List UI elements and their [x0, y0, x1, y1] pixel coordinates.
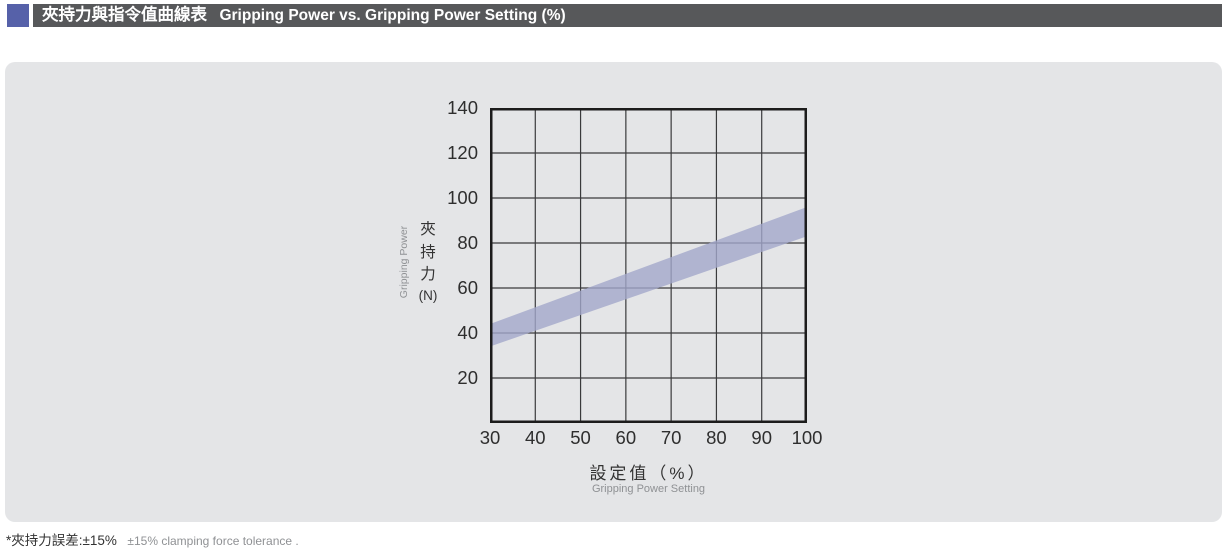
footnote-en: ±15% clamping force tolerance .: [127, 534, 299, 548]
header-accent-square: [7, 4, 29, 27]
x-tick-label: 70: [660, 427, 682, 448]
y-tick-label: 40: [457, 322, 478, 343]
y-tick-label: 80: [457, 232, 478, 253]
y-axis-title-zh: 夾持力: [420, 221, 436, 283]
y-tick-label: 60: [457, 277, 478, 298]
chart-plot-area: [490, 108, 807, 423]
section-title-zh: 夾持力與指令值曲線表: [42, 6, 207, 24]
y-axis-title-en: Gripping Power: [398, 225, 410, 299]
x-tick-label: 60: [615, 427, 637, 448]
section-header: 夾持力與指令值曲線表 Gripping Power vs. Gripping P…: [33, 4, 1222, 27]
y-tick-label: 120: [447, 142, 478, 163]
tolerance-band: [490, 207, 807, 347]
chart-svg: [490, 108, 807, 423]
section-title-en: Gripping Power vs. Gripping Power Settin…: [219, 7, 566, 24]
x-tick-label: 80: [706, 427, 727, 448]
footnote-zh: *夾持力誤差:±15%: [6, 533, 117, 548]
x-tick-label: 100: [791, 427, 823, 448]
x-tick-label: 90: [751, 427, 772, 448]
y-axis-title: 夾持力 (N): [416, 219, 440, 304]
y-tick-label: 140: [447, 97, 478, 118]
x-axis-title-zh: 設定值（%）: [589, 464, 708, 483]
plot-border: [490, 108, 807, 423]
x-axis-title-en: Gripping Power Setting: [591, 483, 706, 495]
x-tick-label: 30: [479, 427, 501, 448]
x-tick-label: 50: [570, 427, 591, 448]
y-axis-unit-label: (N): [418, 287, 438, 303]
footnote: *夾持力誤差:±15% ±15% clamping force toleranc…: [6, 529, 299, 550]
y-tick-label: 100: [447, 187, 478, 208]
y-tick-label: 20: [457, 367, 478, 388]
x-tick-label: 40: [524, 427, 546, 448]
